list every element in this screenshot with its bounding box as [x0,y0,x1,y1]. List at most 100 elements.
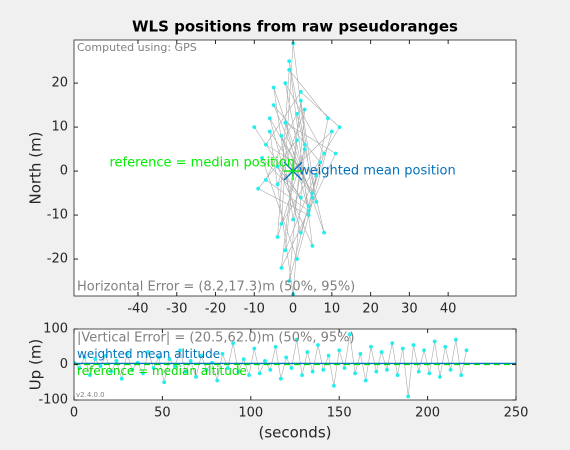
plot-content [74,332,469,399]
data-point [267,129,272,134]
data-point [275,164,280,169]
data-point [333,151,338,156]
y-tick-label: -100 [38,393,68,408]
marker-label: weighted mean position [299,164,456,179]
data-point [260,155,264,160]
x-tick-label: 0 [289,302,297,317]
data-point [300,373,304,378]
y-tick-label: 20 [51,76,68,91]
data-point [82,355,87,360]
data-point [337,125,342,129]
data-point [279,221,284,226]
reference-label: reference = median altitude [77,364,247,378]
data-point [291,217,295,222]
data-point [141,371,145,376]
data-point [98,364,103,369]
data-point [256,186,261,191]
x-tick-label: 30 [401,302,418,317]
data-point [125,351,129,356]
data-point [289,366,294,370]
x-tick-label: 0 [70,406,78,421]
error-text: |Vertical Error| = (20.5,62.0)m (50%, 95… [77,331,355,346]
data-point [448,367,453,372]
y-tick-label: 10 [51,120,68,135]
data-point [310,243,315,248]
data-point [236,369,241,374]
data-point [252,346,257,351]
data-point [432,339,437,344]
y-tick-label: 100 [43,322,68,337]
note: Computed using: GPS [77,41,197,54]
data-point [88,373,92,378]
version: v2.4.0.0 [76,391,105,399]
y-tick-label: 0 [60,357,68,372]
x-tick-label: 50 [154,406,171,421]
data-point [329,129,334,134]
data-point [93,357,98,362]
data-point [459,373,464,378]
data-point [279,265,284,270]
data-point [302,147,307,151]
data-point [390,341,395,346]
data-point [342,366,347,370]
position-marker [284,162,303,181]
x-tick-label: -10 [244,302,265,317]
data-point [287,279,292,283]
data-point [268,367,273,372]
data-point [326,116,330,121]
data-point [178,348,182,353]
y-axis-label: Up (m) [27,339,45,391]
data-point [109,369,114,374]
x-axis-label: (seconds) [258,424,331,442]
axes-frame [73,39,517,297]
x-tick-label: 250 [504,406,529,421]
x-tick-label: 200 [415,406,440,421]
data-point [119,376,124,381]
y-tick-label: 0 [60,164,68,179]
x-tick-label: -40 [127,302,148,317]
marker-label: reference = median position [109,156,295,171]
data-point [331,383,336,388]
data-point [247,373,251,378]
data-point [406,394,411,399]
data-point [283,81,288,86]
data-point [146,350,151,354]
data-point [298,195,303,200]
data-point [114,359,119,363]
x-tick-label: -30 [166,302,187,317]
data-point [220,351,225,356]
data-point [295,257,299,261]
data-point [416,369,421,374]
data-point [264,142,268,147]
data-point [252,125,257,129]
data-point [264,177,268,182]
data-point [271,103,276,107]
x-tick-label: -20 [205,302,226,317]
data-point [379,350,384,354]
data-point [306,213,311,217]
x-tick-label: 10 [324,302,341,317]
data-point [310,191,315,195]
data-point [199,353,204,358]
data-point [400,346,405,351]
data-point [427,371,432,376]
data-point [369,344,373,349]
data-point [305,350,310,354]
data-point [77,366,82,370]
data-point [310,195,315,200]
data-point [167,357,172,362]
data-point [275,182,280,187]
data-point [151,366,156,370]
data-point [347,332,352,337]
data-point [422,348,426,353]
data-point [314,173,319,178]
data-point [321,367,326,372]
data-point [298,230,303,235]
data-point [358,351,363,356]
data-point [302,107,307,112]
x-tick-label: 20 [362,302,379,317]
data-point [453,337,458,342]
data-point [278,376,283,381]
y-tick-label: -20 [47,252,68,267]
data-point [363,378,368,383]
